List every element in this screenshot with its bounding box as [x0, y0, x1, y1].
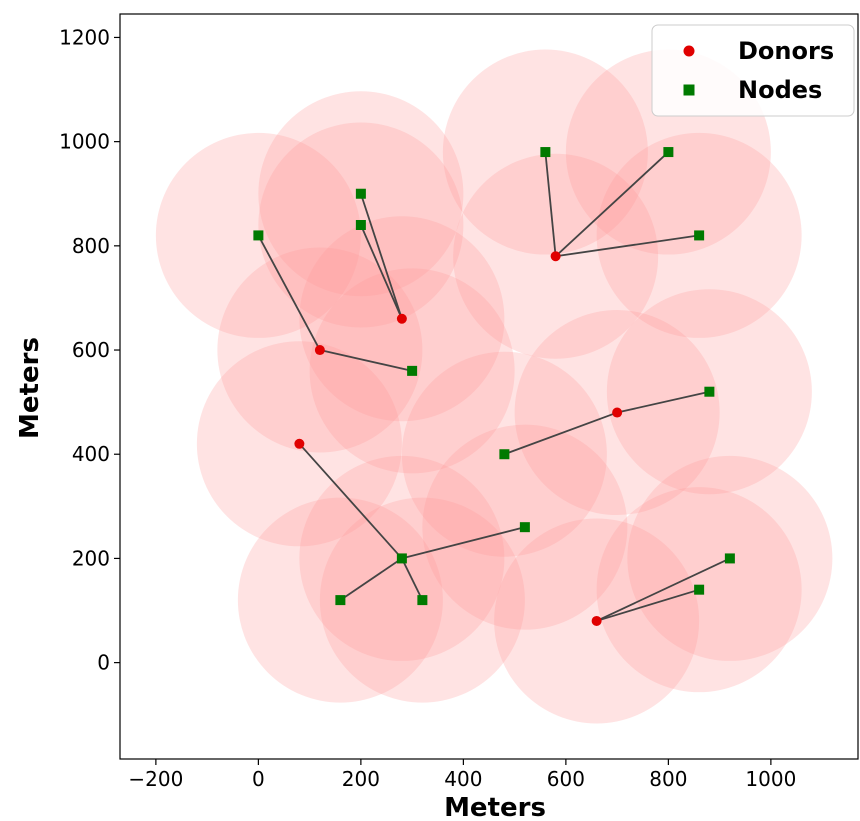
nodes-point-14 [694, 584, 705, 595]
nodes-point-4 [540, 147, 551, 158]
nodes-point-5 [663, 147, 674, 158]
x-tick-label-1: 0 [252, 767, 265, 791]
y-tick-label-3: 600 [72, 338, 110, 362]
x-tick-label-2: 200 [342, 767, 380, 791]
y-tick-label-2: 400 [72, 442, 110, 466]
legend-donors-marker [683, 45, 695, 57]
legend-nodes-label: Nodes [738, 76, 822, 104]
data-points [253, 147, 735, 626]
donors-point-0 [396, 313, 407, 324]
nodes-point-9 [396, 553, 407, 564]
legend-box [651, 24, 855, 117]
nodes-point-11 [335, 595, 346, 606]
donors-point-4 [612, 407, 623, 418]
donor-node-links [257, 151, 731, 622]
link-line-9 [298, 443, 403, 560]
y-axis-ticks: 0 200 400 600 800 1000 1200 [59, 25, 120, 675]
link-line-6 [555, 234, 700, 258]
nodes-point-6 [694, 230, 705, 241]
legend-nodes-marker [683, 84, 695, 96]
link-line-11 [339, 557, 403, 601]
link-line-5 [555, 151, 669, 257]
link-line-2 [257, 234, 321, 351]
nodes-point-13 [724, 553, 735, 564]
nodes-point-12 [417, 595, 428, 606]
x-tick-label-4: 600 [547, 767, 585, 791]
nodes-point-8 [704, 386, 715, 397]
y-tick-label-0: 0 [97, 651, 110, 675]
link-line-8 [616, 390, 710, 414]
nodes-point-0 [253, 230, 264, 241]
nodes-point-3 [407, 365, 418, 376]
y-tick-label-1: 200 [72, 546, 110, 570]
link-line-14 [596, 588, 700, 622]
link-line-4 [544, 151, 557, 257]
y-tick-label-6: 1200 [59, 25, 110, 49]
x-tick-label-6: 1000 [745, 767, 796, 791]
donors-point-1 [314, 345, 325, 356]
x-tick-label-0: −200 [128, 767, 183, 791]
link-line-7 [504, 411, 618, 456]
y-tick-label-4: 800 [72, 234, 110, 258]
nodes-point-2 [355, 219, 366, 230]
nodes-point-7 [499, 449, 510, 460]
x-axis-label: Meters [444, 793, 546, 821]
x-tick-label-5: 800 [649, 767, 687, 791]
x-axis-ticks: −200 0 200 400 600 800 1000 [128, 759, 796, 791]
coverage-circles [155, 49, 833, 724]
y-tick-label-5: 1000 [59, 130, 110, 154]
x-tick-label-3: 400 [444, 767, 482, 791]
link-line-12 [401, 558, 424, 601]
link-line-10 [401, 526, 526, 560]
y-axis-label: Meters [15, 337, 45, 439]
nodes-point-10 [519, 522, 530, 533]
donors-point-2 [550, 251, 561, 262]
donors-point-3 [294, 438, 305, 449]
nodes-point-1 [355, 188, 366, 199]
link-line-0 [360, 193, 403, 320]
link-line-13 [596, 557, 731, 622]
legend: Donors Nodes [651, 24, 855, 117]
donors-point-5 [591, 615, 602, 626]
link-line-1 [360, 224, 403, 320]
plot-frame [119, 13, 859, 760]
legend-donors-label: Donors [738, 37, 834, 65]
link-line-3 [319, 349, 413, 372]
